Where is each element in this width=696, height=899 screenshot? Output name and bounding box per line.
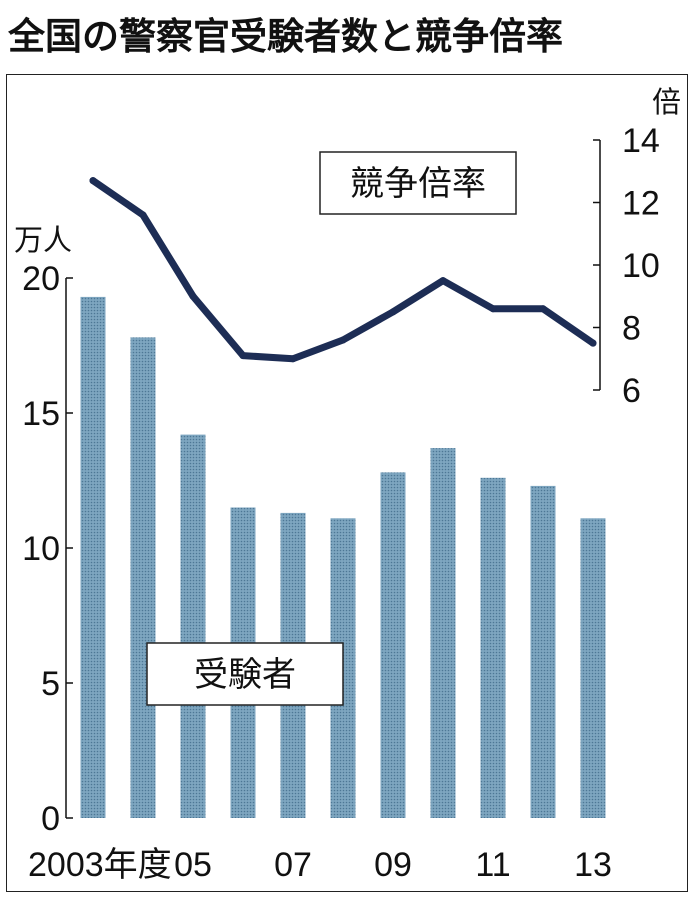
bar <box>580 518 606 818</box>
bar <box>430 448 456 818</box>
right-axis-tick-label: 10 <box>622 247 660 285</box>
left-axis-tick-label: 10 <box>22 530 60 568</box>
line-point <box>339 336 347 344</box>
left-axis-tick-label: 20 <box>22 260 60 298</box>
bar-series-label: 受験者 <box>194 655 296 695</box>
right-axis-tick-label: 8 <box>622 310 641 348</box>
line-point <box>589 339 597 347</box>
right-axis-tick-label: 6 <box>622 372 641 410</box>
right-axis: 6 8 10 12 14倍 <box>593 85 681 410</box>
line-point <box>189 292 197 300</box>
x-tick-label: 13 <box>574 846 612 884</box>
bar <box>180 434 206 818</box>
line-point <box>539 305 547 313</box>
x-tick-label: 11 <box>475 846 510 884</box>
line-series <box>89 177 597 363</box>
right-axis-unit: 倍 <box>652 85 681 119</box>
x-axis: 2003年度 05 07 09 11 13 <box>28 846 612 884</box>
bar <box>130 337 156 818</box>
line-point <box>489 305 497 313</box>
left-axis-tick-label: 15 <box>22 395 60 433</box>
line-point <box>239 352 247 360</box>
line-series-label: 競争倍率 <box>350 164 486 204</box>
chart-frame <box>6 74 688 892</box>
left-axis-tick-label: 0 <box>41 800 60 838</box>
bar <box>380 472 406 818</box>
line-point <box>289 355 297 363</box>
line-point <box>89 177 97 185</box>
line-point <box>139 211 147 219</box>
x-tick-label: 07 <box>274 846 312 884</box>
line-series-label-box <box>319 151 517 215</box>
left-axis-unit: 万人 <box>14 223 72 257</box>
chart-title: 全国の警察官受験者数と競争倍率 <box>8 15 563 58</box>
x-tick-label: 2003年度 <box>28 846 172 884</box>
right-axis-tick-label: 12 <box>622 185 660 223</box>
bar-series-label-box <box>146 642 344 706</box>
line-point <box>389 308 397 316</box>
x-tick-label: 05 <box>174 846 212 884</box>
x-tick-label: 09 <box>374 846 412 884</box>
bar <box>480 477 506 818</box>
bar-series <box>80 296 606 818</box>
left-axis-tick-label: 5 <box>41 665 60 703</box>
right-axis-tick-label: 14 <box>622 122 660 160</box>
bar <box>80 296 106 818</box>
bar <box>530 485 556 818</box>
line-point <box>439 277 447 285</box>
